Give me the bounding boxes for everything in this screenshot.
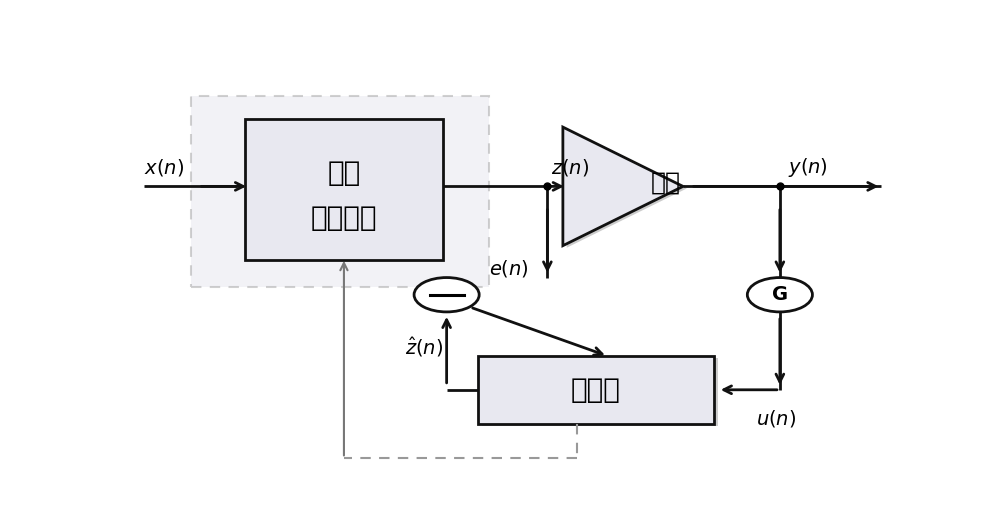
Text: $u(n)$: $u(n)$ [756, 408, 796, 429]
Text: 学习器: 学习器 [571, 376, 621, 404]
Polygon shape [563, 127, 683, 246]
Text: $e(n)$: $e(n)$ [489, 258, 529, 279]
Polygon shape [567, 129, 687, 247]
Bar [245, 119, 443, 260]
Text: G: G [772, 285, 788, 304]
Bar [482, 358, 718, 425]
Circle shape [747, 278, 812, 312]
Text: 功放: 功放 [651, 170, 681, 194]
Text: $\hat{z}(n)$: $\hat{z}(n)$ [405, 335, 443, 359]
Text: 数字: 数字 [327, 159, 361, 186]
Text: 预失真器: 预失真器 [311, 204, 377, 232]
Text: $y(n)$: $y(n)$ [788, 157, 828, 179]
Bar [191, 97, 489, 287]
Text: $z(n)$: $z(n)$ [551, 158, 589, 178]
Text: $x(n)$: $x(n)$ [144, 158, 184, 178]
Bar [478, 356, 714, 424]
Circle shape [414, 278, 479, 312]
